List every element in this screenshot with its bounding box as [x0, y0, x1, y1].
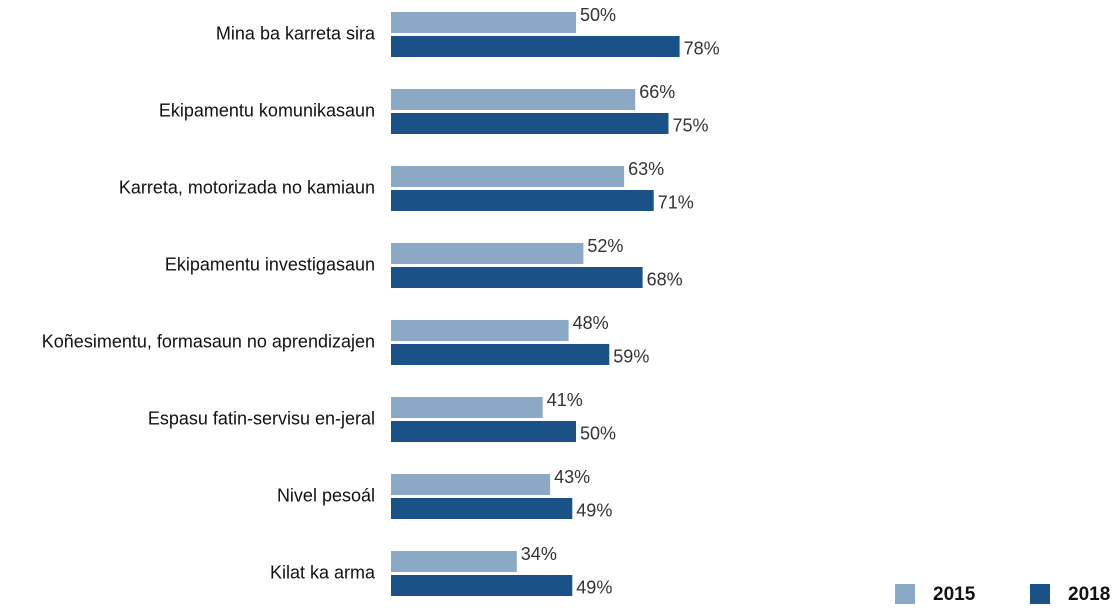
value-label: 52%: [587, 236, 623, 256]
category-label: Koñesimentu, formasaun no aprendizajen: [42, 331, 375, 351]
value-label: 49%: [576, 577, 612, 597]
bar: [391, 474, 551, 495]
legend-label: 2015: [933, 584, 976, 605]
category-label: Kilat ka arma: [270, 562, 376, 582]
value-label: 49%: [576, 500, 612, 520]
bar: [391, 344, 610, 365]
bar: [391, 190, 654, 211]
value-label: 59%: [613, 346, 649, 366]
bar: [391, 397, 543, 418]
bar: [391, 551, 517, 572]
bar: [391, 243, 584, 264]
bar: [391, 89, 636, 110]
value-label: 41%: [547, 390, 583, 410]
category-label: Karreta, motorizada no kamiaun: [119, 177, 375, 197]
bar: [391, 320, 569, 341]
value-label: 75%: [673, 115, 709, 135]
value-label: 43%: [554, 467, 590, 487]
bar: [391, 12, 576, 33]
value-label: 71%: [658, 192, 694, 212]
value-label: 66%: [639, 82, 675, 102]
bar: [391, 498, 573, 519]
category-label: Ekipamentu investigasaun: [165, 254, 375, 274]
bar: [391, 36, 680, 57]
category-label: Espasu fatin-servisu en-jeral: [148, 408, 375, 428]
legend-swatch: [1030, 584, 1050, 604]
value-label: 63%: [628, 159, 664, 179]
legend-swatch: [895, 584, 915, 604]
legend-label: 2018: [1068, 584, 1110, 605]
value-label: 68%: [647, 269, 683, 289]
bar: [391, 166, 625, 187]
category-label: Mina ba karreta sira: [216, 23, 376, 43]
bar: [391, 267, 643, 288]
category-label: Ekipamentu komunikasaun: [159, 100, 375, 120]
value-label: 48%: [573, 313, 609, 333]
bar: [391, 113, 669, 134]
category-label: Nivel pesoál: [277, 485, 375, 505]
value-label: 78%: [684, 38, 720, 58]
value-label: 50%: [580, 423, 616, 443]
value-label: 34%: [521, 544, 557, 564]
value-label: 50%: [580, 5, 616, 25]
bar: [391, 575, 573, 596]
bar: [391, 421, 576, 442]
